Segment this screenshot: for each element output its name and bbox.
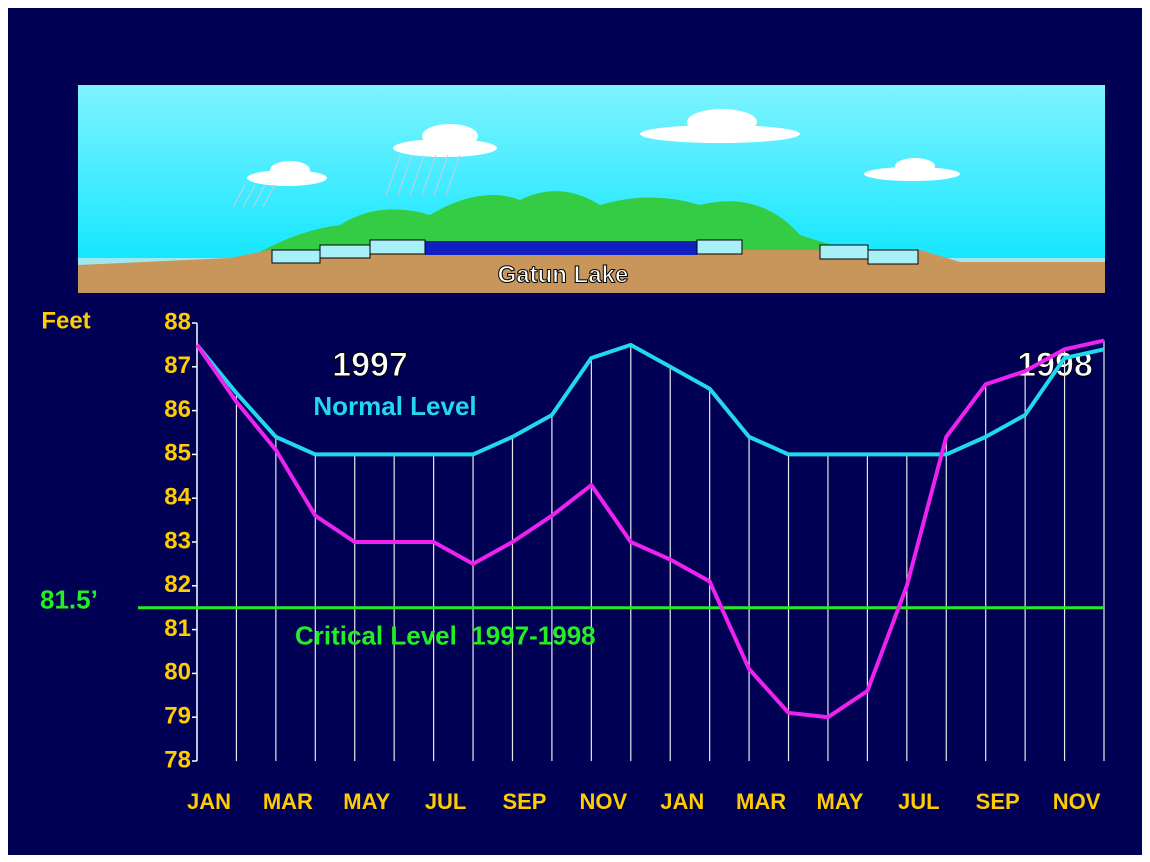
- y-tick-label: 82: [164, 571, 191, 598]
- x-tick-label: JUL: [898, 789, 940, 814]
- x-tick-label: JUL: [425, 789, 467, 814]
- y-tick-label: 79: [164, 703, 191, 730]
- y-tick-label: 80: [164, 659, 191, 686]
- x-tick-label: NOV: [1053, 789, 1101, 814]
- lake: [425, 241, 697, 255]
- y-axis-label: Feet: [41, 307, 90, 334]
- x-tick-label: SEP: [502, 789, 546, 814]
- year-label: 1998: [1017, 346, 1093, 384]
- year-label: 1997: [332, 346, 408, 384]
- legend-label: Normal Level: [313, 391, 476, 421]
- x-tick-label: MAR: [736, 789, 786, 814]
- y-tick-label: 84: [164, 484, 191, 511]
- chart: Gatun Lake Feet 1997 1998 Normal Level 7…: [0, 0, 1150, 862]
- y-tick-label: 83: [164, 527, 191, 554]
- reference-label: 81.5’: [40, 585, 98, 615]
- x-tick-label: MAR: [263, 789, 313, 814]
- y-tick-label: 88: [164, 308, 191, 335]
- x-tick-label: JAN: [187, 789, 231, 814]
- illustration-label: Gatun Lake: [498, 261, 629, 288]
- y-tick-label: 87: [164, 352, 191, 379]
- y-tick-label: 78: [164, 746, 191, 773]
- page: Gatun Lake Feet 1997 1998 Normal Level 7…: [0, 0, 1150, 862]
- x-tick-label: MAY: [817, 789, 864, 814]
- y-tick-label: 86: [164, 396, 191, 423]
- x-tick-label: JAN: [660, 789, 704, 814]
- y-tick-label: 81: [164, 615, 191, 642]
- x-tick-label: SEP: [976, 789, 1020, 814]
- reference-annotation: Critical Level 1997-1998: [295, 621, 596, 651]
- illustration: Gatun Lake: [78, 85, 1105, 293]
- y-tick-label: 85: [164, 440, 191, 467]
- x-tick-label: MAY: [343, 789, 390, 814]
- x-tick-label: NOV: [580, 789, 628, 814]
